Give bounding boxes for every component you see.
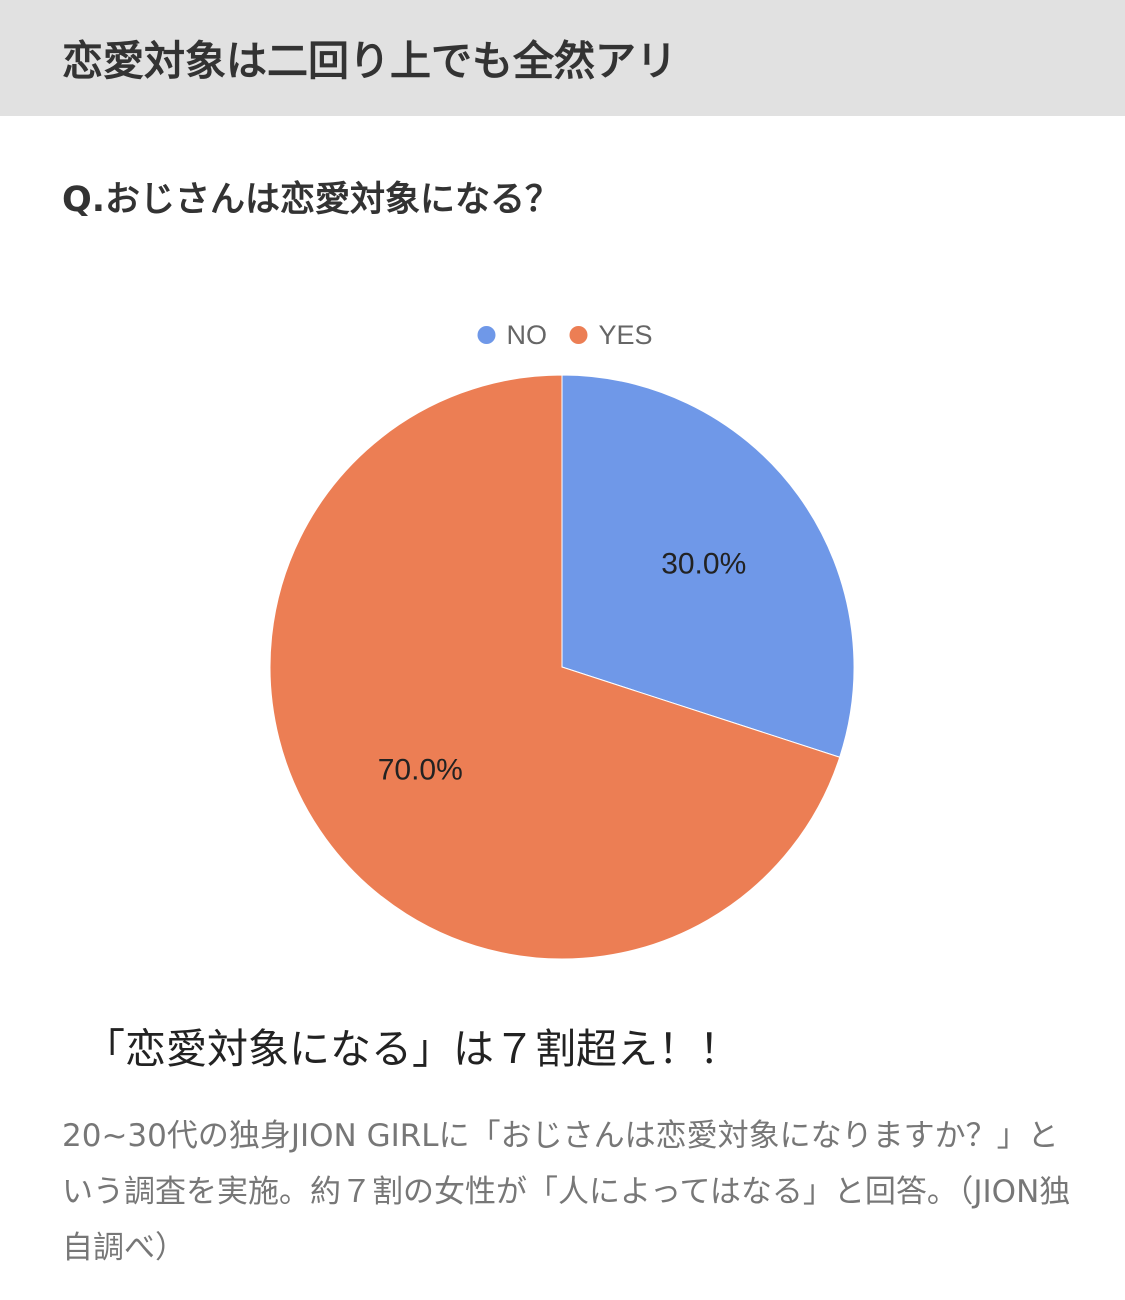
legend-marker-no [477, 326, 496, 344]
pie-slice-yes [269, 374, 841, 960]
pie-slices [269, 374, 855, 960]
section-heading: 恋愛対象は二回り上でも全然アリ [62, 37, 677, 85]
survey-question: Q.おじさんは恋愛対象になる？ [62, 180, 561, 220]
chart-legend: NO YES [477, 320, 653, 350]
pie-chart: NO YES 30.0% 70.0% [0, 300, 1125, 980]
legend-label-yes: YES [599, 320, 653, 350]
section-header-bar: 恋愛対象は二回り上でも全然アリ [0, 0, 1125, 116]
legend-marker-yes [569, 326, 588, 344]
pie-data-label-yes: 70.0% [378, 753, 463, 786]
pie-data-labels: 30.0% 70.0% [378, 548, 747, 787]
pie-chart-svg: NO YES 30.0% 70.0% [269, 320, 855, 960]
survey-description: 20~30代の独身JION GIRLに「おじさんは恋愛対象になりますか？」という… [62, 1118, 1071, 1266]
pie-data-label-no: 30.0% [661, 548, 746, 581]
legend-label-no: NO [507, 320, 548, 350]
chart-caption: 「恋愛対象になる」は７割超え！！ [84, 1025, 740, 1073]
pie-slice-no [561, 374, 855, 758]
